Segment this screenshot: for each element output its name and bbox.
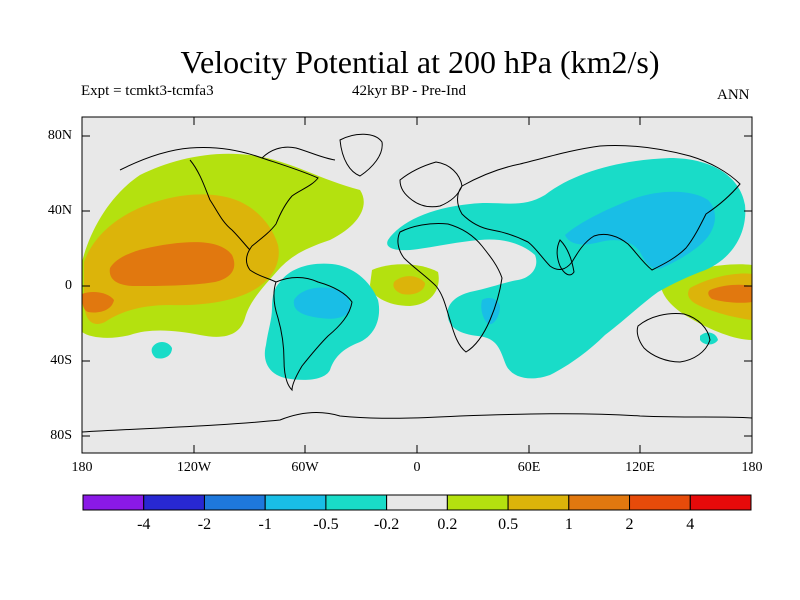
period-label: 42kyr BP - Pre-Ind bbox=[352, 83, 467, 99]
coast-africa bbox=[397, 223, 503, 353]
colorbar-swatch bbox=[203, 494, 266, 511]
contour-pos-high-wpac bbox=[708, 284, 752, 303]
colorbar-label: 4 bbox=[686, 516, 694, 533]
contour-neg-low-pacific-s bbox=[151, 342, 172, 359]
colorbar-label: -0.2 bbox=[374, 516, 399, 533]
lon-label-120e: 120E bbox=[625, 460, 655, 475]
lon-label-120w: 120W bbox=[176, 460, 212, 475]
colorbar-label: -4 bbox=[137, 516, 150, 533]
colorbar-swatch bbox=[507, 494, 570, 511]
contour-neg-low-samerica bbox=[264, 263, 380, 380]
contour-neg-low-australia bbox=[700, 332, 718, 345]
colorbar-swatch bbox=[629, 494, 691, 511]
coast-north-america bbox=[119, 146, 336, 283]
colorbar-label: 0.5 bbox=[498, 516, 518, 533]
lat-label-40s: 40S bbox=[50, 353, 72, 368]
axis-ticks bbox=[81, 117, 753, 453]
colorbar-label: 2 bbox=[626, 516, 634, 533]
coast-india bbox=[556, 239, 575, 276]
colorbar-swatch bbox=[386, 494, 448, 511]
colorbar-swatch bbox=[446, 494, 509, 511]
contour-pos-mid-atlantic bbox=[393, 276, 425, 295]
lon-label-180w: 180 bbox=[71, 460, 93, 475]
coast-australia bbox=[636, 313, 711, 363]
coast-europe bbox=[399, 161, 463, 208]
experiment-label: Expt = tcmkt3-tcmfa3 bbox=[81, 83, 214, 99]
contour-neg-mid-samerica bbox=[293, 287, 351, 319]
colorbar-swatch bbox=[82, 494, 145, 511]
lon-label-60e: 60E bbox=[517, 460, 541, 475]
lat-label-40n: 40N bbox=[47, 203, 72, 218]
coastlines bbox=[82, 133, 752, 433]
lon-label-180e: 180 bbox=[741, 460, 763, 475]
contour-pos-high-edge bbox=[82, 292, 114, 313]
coast-south-america bbox=[273, 277, 353, 392]
colorbar bbox=[82, 494, 752, 511]
colorbar-label: -0.5 bbox=[313, 516, 338, 533]
lon-label-60w: 60W bbox=[291, 460, 319, 475]
colorbar-swatch bbox=[143, 494, 205, 511]
colorbar-swatch bbox=[568, 494, 631, 511]
colorbar-swatch bbox=[689, 494, 752, 511]
colorbar-label: 0.2 bbox=[437, 516, 457, 533]
colorbar-label: 1 bbox=[565, 516, 573, 533]
lat-label-80n: 80N bbox=[47, 128, 72, 143]
chart-title: Velocity Potential at 200 hPa (km2/s) bbox=[180, 44, 660, 80]
colorbar-label: -2 bbox=[198, 516, 211, 533]
coast-asia bbox=[457, 145, 741, 271]
contour-fields bbox=[82, 153, 752, 380]
colorbar-label: -1 bbox=[259, 516, 272, 533]
colorbar-swatch bbox=[264, 494, 327, 511]
season-label: ANN bbox=[717, 87, 750, 103]
lon-label-0: 0 bbox=[413, 460, 421, 475]
coast-greenland bbox=[339, 133, 383, 177]
coast-antarctica bbox=[82, 412, 752, 433]
lat-label-80s: 80S bbox=[50, 428, 72, 443]
contour-neg-mid-asia bbox=[565, 191, 715, 269]
colorbar-swatch bbox=[325, 494, 388, 511]
contour-pos-high-pacific bbox=[109, 242, 235, 286]
colorbar-labels: -4 -2 -1 -0.5 -0.2 0.2 0.5 1 2 4 bbox=[137, 516, 694, 533]
lat-label-0: 0 bbox=[65, 278, 72, 293]
